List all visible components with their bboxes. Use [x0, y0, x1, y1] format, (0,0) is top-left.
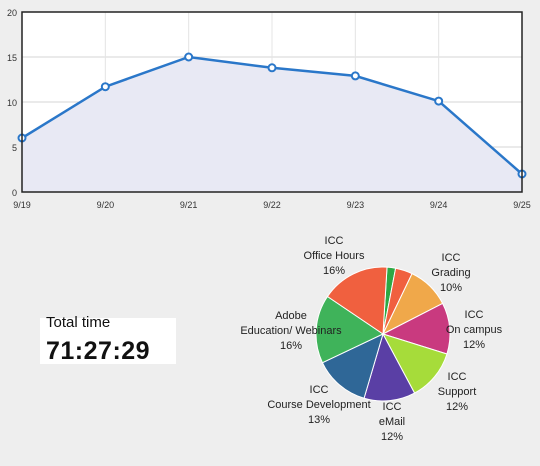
- pie-slice-label: ICC Course Development 13%: [267, 384, 370, 426]
- pie-slice-label: ICC eMail 12%: [379, 401, 405, 443]
- pie-slice-label: ICC On campus 12%: [446, 309, 503, 351]
- y-tick-label: 0: [12, 188, 17, 198]
- x-tick-label: 9/21: [180, 200, 198, 210]
- x-tick-label: 9/25: [513, 200, 531, 210]
- line-chart: 0 5 10 15 20 9/19 9/20 9/21 9/22 9/23 9/24 9/25: [7, 8, 531, 210]
- x-tick-label: 9/20: [97, 200, 115, 210]
- pie-slice[interactable]: [321, 333, 384, 399]
- x-axis-ticks: 9/19 9/20 9/21 9/22 9/23 9/24 9/25: [13, 200, 531, 210]
- pie-slices: [315, 266, 451, 402]
- total-time-panel: [40, 318, 176, 364]
- pie-slice-label: ICC Grading 10%: [431, 252, 470, 294]
- y-tick-label: 20: [7, 8, 17, 18]
- pie-labels: ICC Grading 10% ICC On campus 12% ICC Support 12…: [240, 235, 502, 443]
- y-tick-label: 10: [7, 98, 17, 108]
- x-tick-label: 9/19: [13, 200, 31, 210]
- line-point[interactable]: [100, 82, 110, 92]
- line-point[interactable]: [434, 96, 444, 106]
- y-tick-label: 15: [7, 53, 17, 63]
- pie-slice[interactable]: [326, 266, 388, 335]
- line-point[interactable]: [350, 71, 360, 81]
- line-point[interactable]: [267, 63, 277, 73]
- line-points: [17, 52, 527, 179]
- line-area: [22, 57, 522, 192]
- x-tick-label: 9/24: [430, 200, 448, 210]
- line-chart-frame: [21, 11, 523, 193]
- pie-slice-label: Adobe Education/ Webinars 16%: [240, 310, 342, 352]
- y-tick-label: 5: [12, 143, 17, 153]
- total-time-value: 71:27:29: [46, 337, 151, 365]
- pie-slice-label: ICC Office Hours 16%: [304, 235, 365, 277]
- pie-slice-label: ICC Support 12%: [438, 371, 477, 413]
- total-time-label: Total time: [46, 314, 111, 331]
- line-point[interactable]: [184, 52, 194, 62]
- x-tick-label: 9/22: [263, 200, 281, 210]
- pie-slice[interactable]: [315, 295, 385, 364]
- y-axis-ticks: 0 5 10 15 20: [7, 8, 17, 198]
- x-tick-label: 9/23: [347, 200, 365, 210]
